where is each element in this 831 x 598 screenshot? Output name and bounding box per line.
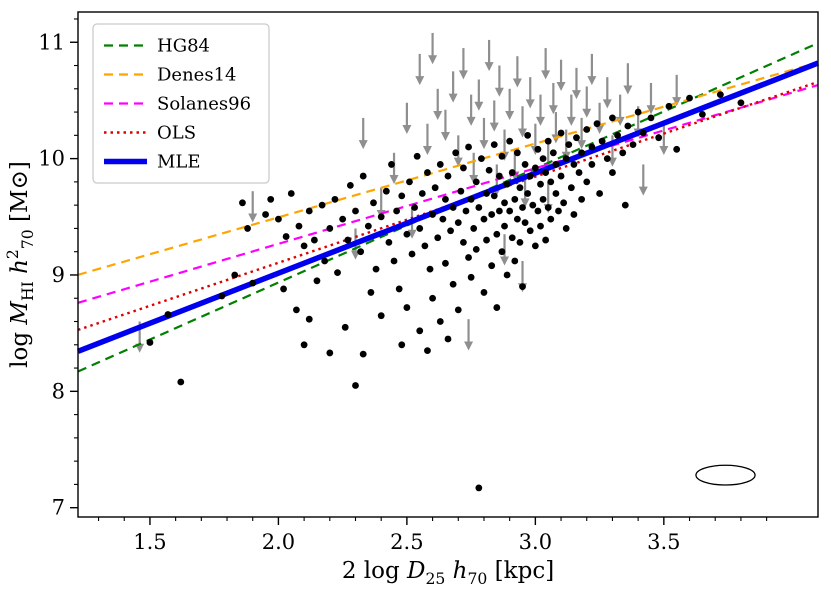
legend-label-denes14: Denes14 (157, 65, 236, 86)
upper-limit-arrows (135, 32, 682, 353)
fit-line-mle (77, 60, 819, 354)
y-tick-label: 10 (38, 147, 65, 171)
x-tick-label: 3.0 (519, 530, 552, 554)
y-tick-label: 8 (52, 379, 65, 403)
x-tick-label: 2.0 (262, 530, 295, 554)
x-tick-label: 3.5 (647, 530, 680, 554)
legend-label-solanes96: Solanes96 (157, 94, 251, 115)
y-axis-label: log MHI h270 [M⊙] (3, 161, 37, 368)
fit-lines (77, 42, 819, 373)
legend-label-mle: MLE (157, 152, 201, 173)
legend-label-hg84: HG84 (157, 36, 210, 57)
y-axis: 7 8 9 10 11 log MHI h270 [M⊙] (3, 18, 78, 520)
legend-label-ols: OLS (157, 123, 196, 144)
y-tick-label: 7 (52, 496, 65, 520)
x-axis: 1.5 2.0 2.5 3.0 3.5 2 log D25 h70 [kpc] (98, 517, 768, 588)
scatter-points (146, 91, 745, 492)
x-tick-label: 2.5 (390, 530, 423, 554)
axes-frame (77, 11, 819, 518)
beam-ellipse (695, 464, 756, 486)
fit-line-solanes96 (77, 83, 819, 304)
legend: HG84 Denes14 Solanes96 OLS MLE (92, 23, 270, 184)
x-tick-label: 1.5 (133, 530, 166, 554)
x-axis-label: 2 log D25 h70 [kpc] (342, 558, 554, 588)
y-tick-label: 11 (38, 30, 65, 54)
fit-line-denes14 (77, 61, 819, 276)
y-tick-label: 9 (52, 263, 65, 287)
